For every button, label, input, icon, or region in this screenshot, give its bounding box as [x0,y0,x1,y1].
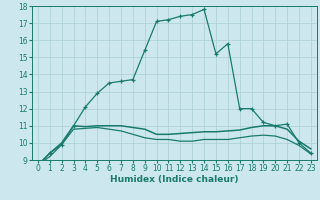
X-axis label: Humidex (Indice chaleur): Humidex (Indice chaleur) [110,175,239,184]
